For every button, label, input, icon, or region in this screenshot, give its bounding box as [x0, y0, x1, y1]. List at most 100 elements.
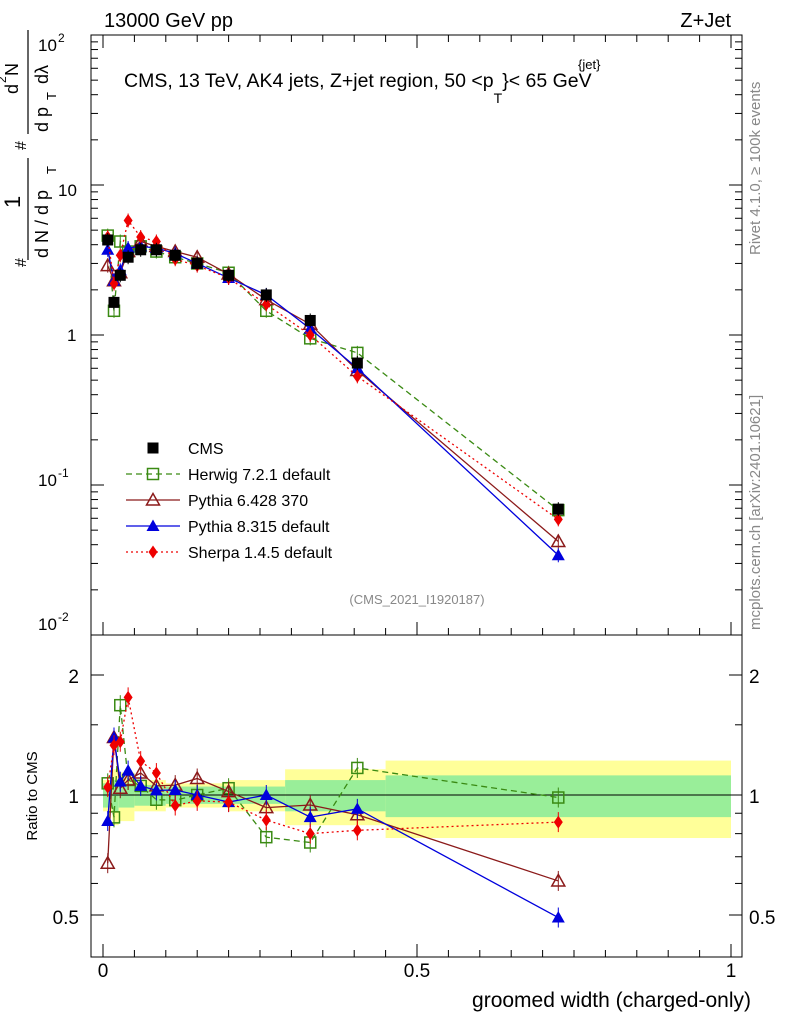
pythia-8-315-default-ratio-point	[551, 911, 565, 923]
legend: CMS Herwig 7.2.1 default Pythia 6.428 370 P…	[126, 441, 333, 562]
rtick-2-right: 2	[749, 667, 760, 688]
cms-point	[260, 289, 272, 301]
pythia-8-315-default-line	[107, 245, 559, 556]
ylabel-t-sub: T	[44, 166, 59, 174]
pythia-8-315-default-ratio-point	[101, 814, 115, 827]
sherpa-1-4-5-default-point	[261, 297, 271, 311]
pythia-6-428-370-ratio-point	[550, 872, 567, 887]
pythia-6-428-370-ratio-point	[189, 770, 205, 785]
ytick-10: 10	[58, 181, 77, 200]
legend-label-sherpa-1-4-5-default: Sherpa 1.4.5 default	[188, 545, 333, 562]
ytick-1e-2-base: 10	[38, 615, 57, 634]
rtick-1-right: 1	[749, 787, 760, 808]
legend-marker-herwig-7-2-1-default	[146, 467, 160, 481]
rtick-05-left: 0.5	[53, 908, 79, 929]
cms-point	[122, 251, 134, 263]
pythia-8-315-default-ratio-point	[168, 783, 182, 795]
pythia-8-315-default-ratio-point	[149, 783, 163, 796]
legend-label-pythia-8-315-default: Pythia 8.315 default	[188, 519, 330, 536]
sherpa-1-4-5-default-point	[115, 248, 125, 262]
ylabel-t-sub-2: T	[44, 92, 59, 100]
pythia-6-428-370-line	[107, 240, 559, 543]
herwig-7-2-1-default-ratio-point	[114, 698, 127, 712]
pythia-6-428-370-ratio-point	[99, 855, 116, 869]
pythia-8-315-default-ratio-point	[350, 802, 364, 814]
herwig-7-2-1-default-ratio-point	[260, 830, 273, 844]
pythia-8-315-default-ratio-point	[121, 764, 135, 776]
cms-point	[150, 244, 162, 256]
rtick-1-left: 1	[68, 787, 79, 808]
ylabel-dn-dpt: d N / d p	[32, 190, 52, 258]
ytick-1e-2-exp: -2	[58, 610, 69, 624]
sherpa-1-4-5-default-point	[352, 369, 362, 383]
sherpa-1-4-5-default-ratio-point	[553, 815, 563, 829]
pythia-6-428-370-point	[550, 533, 567, 548]
cms-point	[135, 244, 147, 256]
ylabel-dlambda: dλ	[32, 65, 52, 84]
rtick-05-right: 0.5	[749, 908, 775, 929]
sherpa-1-4-5-default-ratio-point	[123, 690, 133, 704]
ylabel-hash-2: #	[13, 141, 30, 150]
cms-point	[191, 257, 203, 269]
rtick-2-left: 2	[68, 667, 79, 688]
sherpa-1-4-5-default-ratio-point	[352, 823, 362, 837]
annotation-sub: T	[494, 90, 503, 106]
header-left: 13000 GeV pp	[104, 10, 233, 32]
sherpa-1-4-5-default-ratio-point	[261, 813, 271, 827]
sherpa-1-4-5-default-point	[305, 328, 315, 342]
ytick-1e2-base: 10	[38, 36, 57, 55]
ratio-y-tick-labels: 0.5 1 2 0.5 1 2	[53, 667, 776, 929]
herwig-7-2-1-default-line	[107, 235, 559, 511]
cms-point	[223, 269, 235, 281]
pythia-8-315-default-point	[101, 243, 115, 255]
ylabel-hash-1: #	[13, 258, 30, 267]
herwig-7-2-1-default-point	[114, 235, 127, 248]
cms-point	[552, 503, 564, 515]
sherpa-1-4-5-default-ratio-point	[136, 754, 146, 768]
sherpa-1-4-5-default-point	[136, 230, 146, 244]
side-label-bottom: mcplots.cern.ch [arXiv:2401.10621]	[747, 395, 764, 630]
pythia-8-315-default-ratio-point	[303, 810, 317, 823]
ratio-y-axis-label: Ratio to CMS	[24, 751, 41, 840]
sherpa-1-4-5-default-point	[123, 213, 133, 227]
stat-uncertainty-band-segment	[112, 780, 119, 812]
main-y-axis-label: # 1 d N / d p T # d 2 N d p T dλ	[0, 30, 59, 267]
cms-point	[102, 234, 114, 246]
main-series	[99, 213, 567, 563]
pythia-8-315-default-ratio-point	[259, 788, 273, 800]
ratio-series	[99, 687, 567, 928]
sherpa-1-4-5-default-ratio-point	[103, 780, 113, 794]
x-axis-label: groomed width (charged-only)	[472, 989, 751, 1012]
sherpa-1-4-5-default-ratio-point	[192, 794, 202, 808]
pythia-8-315-default-ratio-point	[113, 775, 127, 787]
plot-annotation: CMS, 13 TeV, AK4 jets, Z+jet region, 50 …	[124, 70, 592, 106]
sherpa-1-4-5-default-ratio-point	[305, 827, 315, 841]
annotation-sup: {jet}	[578, 57, 601, 72]
herwig-7-2-1-default-ratio-point	[351, 761, 364, 775]
analysis-id: (CMS_2021_I1920187)	[349, 592, 484, 607]
x-tick-labels: 0 0.5 1	[98, 961, 737, 982]
legend-label-pythia-6-428-370: Pythia 6.428 370	[188, 493, 308, 510]
sherpa-1-4-5-default-point	[553, 512, 563, 526]
ylabel-d: d	[2, 84, 22, 94]
xtick-05: 0.5	[404, 961, 430, 982]
sherpa-1-4-5-default-ratio-point	[151, 766, 161, 780]
pythia-8-315-default-point	[551, 548, 565, 561]
ylabel-exp-2: 2	[0, 76, 9, 83]
legend-label-cms: CMS	[188, 441, 224, 458]
cms-point	[114, 269, 126, 281]
cms-point	[304, 314, 316, 326]
sherpa-1-4-5-default-ratio-point	[224, 795, 234, 809]
ytick-1e-1-base: 10	[38, 471, 57, 490]
annotation-main: CMS, 13 TeV, AK4 jets, Z+jet region, 50 …	[124, 70, 494, 92]
cms-point	[108, 296, 120, 308]
pythia-8-315-default-ratio-point	[134, 779, 148, 791]
pythia-6-428-370-ratio-point	[120, 771, 136, 786]
header-right: Z+Jet	[680, 10, 731, 32]
herwig-7-2-1-default-ratio-point	[552, 791, 565, 804]
sherpa-1-4-5-default-ratio-point	[115, 735, 125, 749]
xtick-0: 0	[98, 961, 109, 982]
legend-marker-pythia-6-428-370	[145, 491, 161, 506]
sherpa-1-4-5-default-ratio-point	[170, 798, 180, 812]
ylabel-dpt: d p	[32, 107, 52, 132]
